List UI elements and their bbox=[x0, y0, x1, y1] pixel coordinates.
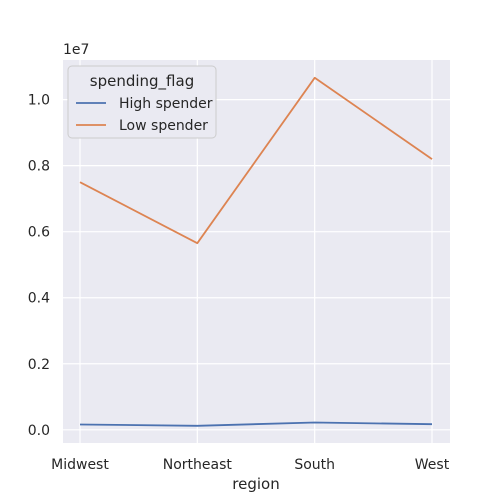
series-line-low-spender bbox=[79, 76, 433, 245]
legend-box bbox=[67, 65, 217, 139]
grid-lines bbox=[63, 60, 450, 443]
legend: spending_flag High spender Low spender bbox=[67, 65, 217, 139]
y-tick-label: 0.0 bbox=[28, 423, 50, 439]
legend-label-low-spender: Low spender bbox=[119, 118, 208, 134]
series-line-high-spender bbox=[79, 421, 433, 427]
y-tick-label: 1.0 bbox=[28, 93, 50, 109]
y-tick-label: 0.8 bbox=[28, 159, 50, 175]
legend-label-high-spender: High spender bbox=[119, 96, 213, 112]
series-layer bbox=[79, 76, 433, 427]
x-tick-label: Midwest bbox=[51, 457, 109, 473]
y-tick-label: 0.4 bbox=[28, 291, 50, 307]
x-tick-label: Northeast bbox=[163, 457, 233, 473]
y-tick-label: 0.2 bbox=[28, 357, 50, 373]
x-tick-label: South bbox=[294, 457, 335, 473]
x-axis-ticks: Midwest Northeast South West bbox=[51, 457, 450, 473]
y-offset-label: 1e7 bbox=[63, 42, 89, 58]
legend-title: spending_flag bbox=[90, 72, 194, 91]
y-axis-ticks: 0.0 0.2 0.4 0.6 0.8 1.0 bbox=[28, 93, 50, 439]
y-tick-label: 0.6 bbox=[28, 225, 50, 241]
x-tick-label: West bbox=[415, 457, 450, 473]
x-axis-label: region bbox=[232, 475, 279, 493]
